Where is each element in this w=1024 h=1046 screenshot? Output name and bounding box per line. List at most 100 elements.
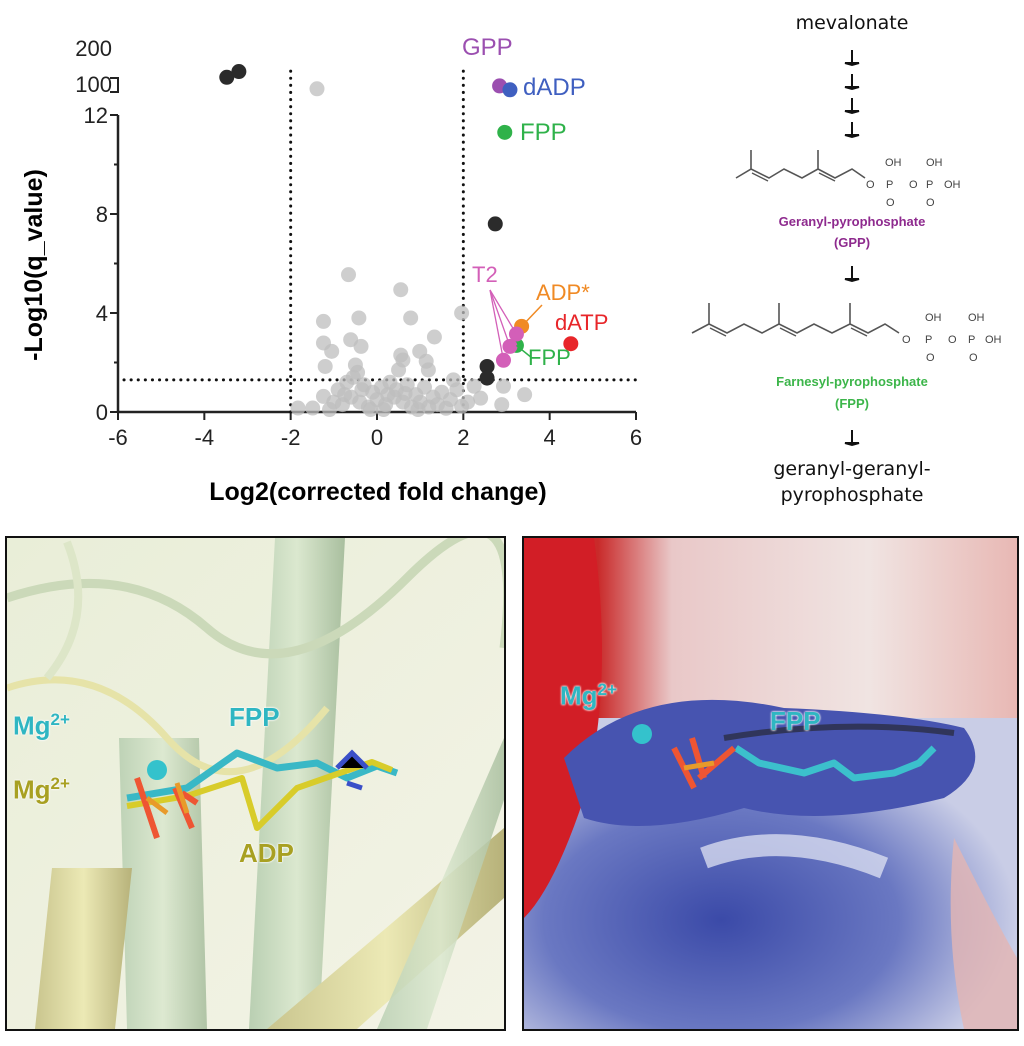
atom-o: O [902,334,911,346]
leader-line [515,344,533,359]
point-not-significant [322,402,338,418]
point-not-significant [473,390,489,406]
x-tick-label: -6 [108,425,128,450]
fpp-abbr: (FPP) [835,396,869,411]
mg-label-fpp: Mg2+ [13,710,70,742]
atom-oh: OH [985,334,1002,346]
atom-o: O [926,352,935,364]
charge-text: 2+ [50,710,70,729]
fpp-label: FPP [229,702,280,732]
point-significant [479,370,495,386]
atom-oh: OH [968,312,985,324]
y-tick-label: 4 [96,301,108,326]
mg-ion-sphere [147,760,167,780]
mg-text: Mg [560,680,598,711]
point-not-significant [517,387,533,403]
atom-p: P [925,334,932,346]
point-not-significant [351,310,367,326]
point-not-significant [375,402,391,418]
x-axis-title: Log2(corrected fold change) [209,478,547,506]
point-not-significant [337,387,353,403]
point-fpp [497,124,513,140]
mg-ion-sphere [632,724,652,744]
point-not-significant [391,362,407,378]
atom-oh: OH [885,157,902,169]
y-tick-label-upper: 100 [75,72,112,97]
point-not-significant [380,387,396,403]
point-not-significant [449,382,465,398]
point-significant [487,216,503,232]
threshold-lines [122,64,638,414]
leader-line [489,289,517,335]
mg-label: Mg2+ [560,680,617,712]
protein-cartoon-image [7,538,504,1029]
fpp-name: Farnesyl-pyrophosphate [776,374,928,389]
point-not-significant [305,400,321,416]
point-not-significant [466,378,482,394]
atom-o: O [969,352,978,364]
point-not-significant [324,343,340,359]
atom-o: O [948,334,957,346]
x-tick-label: -2 [281,425,301,450]
point-not-significant [363,402,379,418]
point-not-significant [494,397,510,413]
point-not-significant [354,382,370,398]
point-not-significant [397,385,413,401]
x-tick-label: 0 [371,425,383,450]
label-t2: T2 [472,262,498,287]
point-not-significant [290,400,306,416]
leader-line [489,289,505,361]
point-not-significant [393,282,409,298]
fpp-structure: O P O P OH OH OH O O [691,303,1002,364]
charge-text: 2+ [50,774,70,793]
gpp-name: Geranyl-pyrophosphate [778,214,926,229]
point-not-significant [345,369,361,385]
point-t2 [502,338,518,354]
y-axis-break [110,77,119,93]
point-significant [231,64,247,80]
leader-line [521,304,543,327]
label-fpp: FPP [520,119,567,146]
point-not-significant [403,310,419,326]
arrow-down-icon [844,50,860,67]
y-axis-title: -Log10(q_value) [20,169,48,361]
y-tick-label: 12 [84,103,108,128]
arrow-down-icon [844,430,860,447]
atom-oh: OH [926,157,943,169]
atom-oh: OH [925,312,942,324]
arrow-down-icon [844,122,860,139]
atom-o: O [866,179,875,191]
point-not-significant [438,400,454,416]
y-tick-label: 0 [96,400,108,425]
point-significant [219,69,235,85]
point-not-significant [495,378,511,394]
atom-o: O [886,197,895,209]
arrow-down-icon [844,74,860,91]
pathway-end-line2: pyrophosphate [780,484,924,506]
label-dadp: dADP [523,74,586,101]
data-points [219,64,579,418]
mg-label-adp: Mg2+ [13,774,70,806]
label-gpp: GPP [462,34,513,61]
point-not-significant [420,362,436,378]
point-not-significant [416,379,432,395]
pathway-start: mevalonate [795,12,909,34]
atom-p: P [886,179,893,191]
mg-text: Mg [13,710,51,741]
point-not-significant [317,358,333,374]
point-not-significant [460,394,476,410]
point-not-significant [309,81,325,97]
mg-text: Mg [13,774,51,805]
electrostatic-surface-image [524,538,1017,1029]
x-tick-label: 4 [544,425,556,450]
atom-o: O [909,179,918,191]
x-tick-label: 6 [630,425,642,450]
arrow-down-icon [844,266,860,283]
point-significant [479,358,495,374]
x-tick-label: 2 [457,425,469,450]
point-not-significant [341,267,357,283]
atom-oh: OH [944,179,961,191]
point-not-significant [454,305,470,321]
point-not-significant [353,338,369,354]
point-not-significant [410,402,426,418]
